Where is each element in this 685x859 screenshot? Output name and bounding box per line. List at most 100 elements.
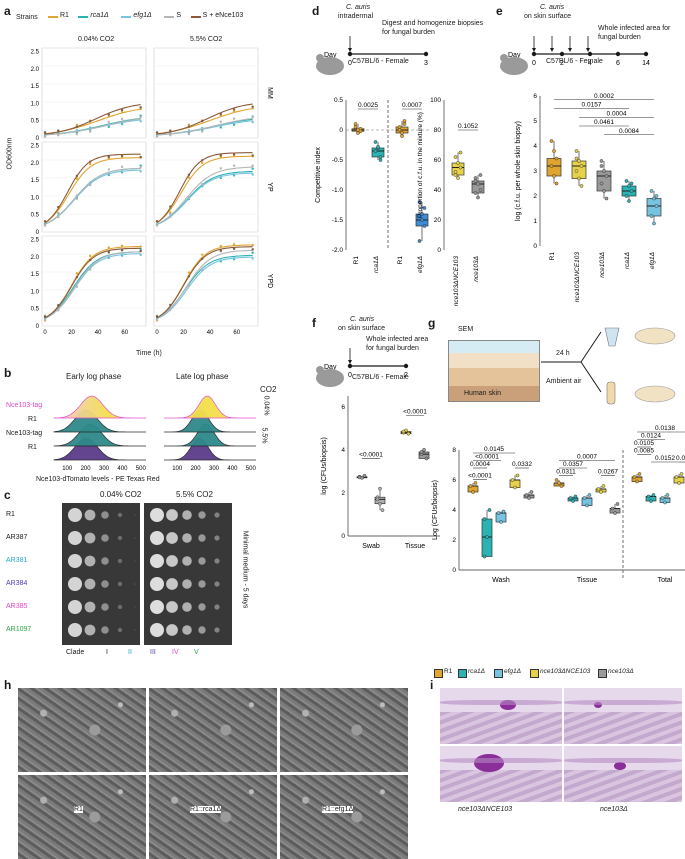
ridge-x-tick: 200 (81, 466, 92, 472)
box (596, 170, 612, 192)
box-point (378, 155, 383, 159)
timeline-day-label: Day (324, 52, 337, 59)
colony-spot (182, 556, 192, 566)
y-tick: 2.5 (31, 143, 40, 149)
colony-spot (117, 604, 123, 610)
data-point (120, 108, 124, 112)
x-group: Tissue (405, 543, 425, 550)
legend-label: efg1Δ (504, 668, 522, 675)
y-tick: 2.5 (31, 49, 40, 55)
y-tick: 100 (430, 97, 441, 104)
data-point (57, 216, 60, 219)
y-label: log (CFUs/biopsis) (321, 437, 328, 495)
growth-curves-chart: 2.5 2.0 1.5 1.0 0.5 0 MM 2.5 2.0 1.5 1.0 0.5 0 YP 2.5 2… (31, 47, 273, 336)
box-point (357, 475, 362, 480)
data-point (155, 318, 159, 321)
box-point (571, 499, 575, 503)
medium-label: Minimal medium - 5 days (241, 530, 249, 609)
data-point (251, 248, 254, 251)
box-point (660, 496, 665, 500)
timeline-dot (587, 51, 593, 57)
box-point (624, 194, 629, 198)
panel-d-label: d (312, 4, 320, 18)
timeline-dot (403, 363, 409, 369)
box-point (610, 506, 615, 511)
p-value: 0.0332 (512, 461, 532, 468)
data-point (219, 112, 222, 116)
colony-spot (198, 580, 206, 588)
x-tick: 0 (155, 330, 159, 336)
density-ridge (53, 395, 146, 419)
plate-ambient (62, 503, 140, 645)
box-point (654, 204, 659, 208)
growth-curve (156, 256, 253, 320)
data-point (155, 315, 159, 318)
box-point (422, 448, 426, 452)
colony-spot (68, 531, 82, 545)
box-point (557, 481, 561, 485)
colony-spot (214, 581, 220, 587)
data-point (139, 114, 142, 117)
box-point (529, 490, 534, 494)
plate-co2 (144, 503, 232, 645)
data-point (88, 120, 92, 123)
y-tick: 2 (533, 193, 537, 200)
timeline-dot (423, 51, 429, 57)
p-value: 0.0084 (619, 128, 639, 135)
box-point (613, 511, 617, 515)
strain-name: AR384 (6, 580, 28, 587)
box-point (453, 170, 458, 174)
box-point (456, 161, 460, 165)
colony-spot (198, 626, 206, 634)
x-tick: 60 (121, 330, 128, 336)
data-point (43, 220, 47, 223)
y-tick: 5 (533, 118, 537, 125)
data-point (169, 215, 172, 219)
skin-label: Human skin (464, 390, 501, 397)
data-point (107, 155, 110, 159)
legend-label: efg1Δ (133, 12, 152, 19)
x-group: Tissue (577, 577, 597, 584)
legend-label: nce103ΔNCE103 (540, 668, 591, 675)
d-route: intradermal (338, 13, 374, 20)
data-point (75, 174, 79, 178)
data-point (43, 135, 47, 138)
y-tick: 2 (341, 490, 345, 497)
data-point (251, 243, 254, 247)
data-point (251, 173, 254, 176)
colony-spot (101, 511, 109, 519)
panel-i-label: i (430, 678, 434, 692)
box-point (422, 206, 427, 210)
data-point (75, 285, 79, 288)
data-point (139, 116, 142, 119)
p-value: 0.0002 (594, 93, 614, 100)
box-point (482, 517, 487, 521)
petri-dish-icon (634, 327, 676, 345)
y-label: Log (CFUs/biopsis) (432, 480, 439, 540)
x-tick: 60 (233, 330, 240, 336)
box-point (549, 139, 554, 143)
box-point (373, 149, 378, 153)
data-point (169, 211, 172, 214)
data-point (43, 224, 47, 227)
data-point (219, 259, 222, 262)
box-point (599, 490, 603, 494)
y-tick: 0 (452, 567, 456, 574)
box-point (674, 475, 679, 479)
data-point (120, 110, 124, 113)
colony-spot (166, 555, 178, 567)
strain-legend: R1 rca1Δ efg1Δ S S + eNce103 (48, 12, 308, 24)
data-point (169, 205, 172, 208)
data-point (139, 249, 142, 253)
legend-label: R1 (60, 12, 69, 19)
box-point (373, 140, 378, 144)
legend-swatch (48, 16, 58, 18)
data-point (107, 172, 110, 176)
competitive-index-chart: 0.5 0 -0.5 -1.0 -1.5 -2.0 Competitive index R1 r… (315, 97, 485, 306)
caption-nce103-deletion: nce103Δ (600, 806, 628, 813)
data-point (251, 107, 254, 110)
box-point (559, 484, 564, 488)
colony-spot (150, 554, 164, 568)
clade-legend: Clade I II III IV V (66, 649, 236, 659)
box-point (646, 494, 651, 499)
